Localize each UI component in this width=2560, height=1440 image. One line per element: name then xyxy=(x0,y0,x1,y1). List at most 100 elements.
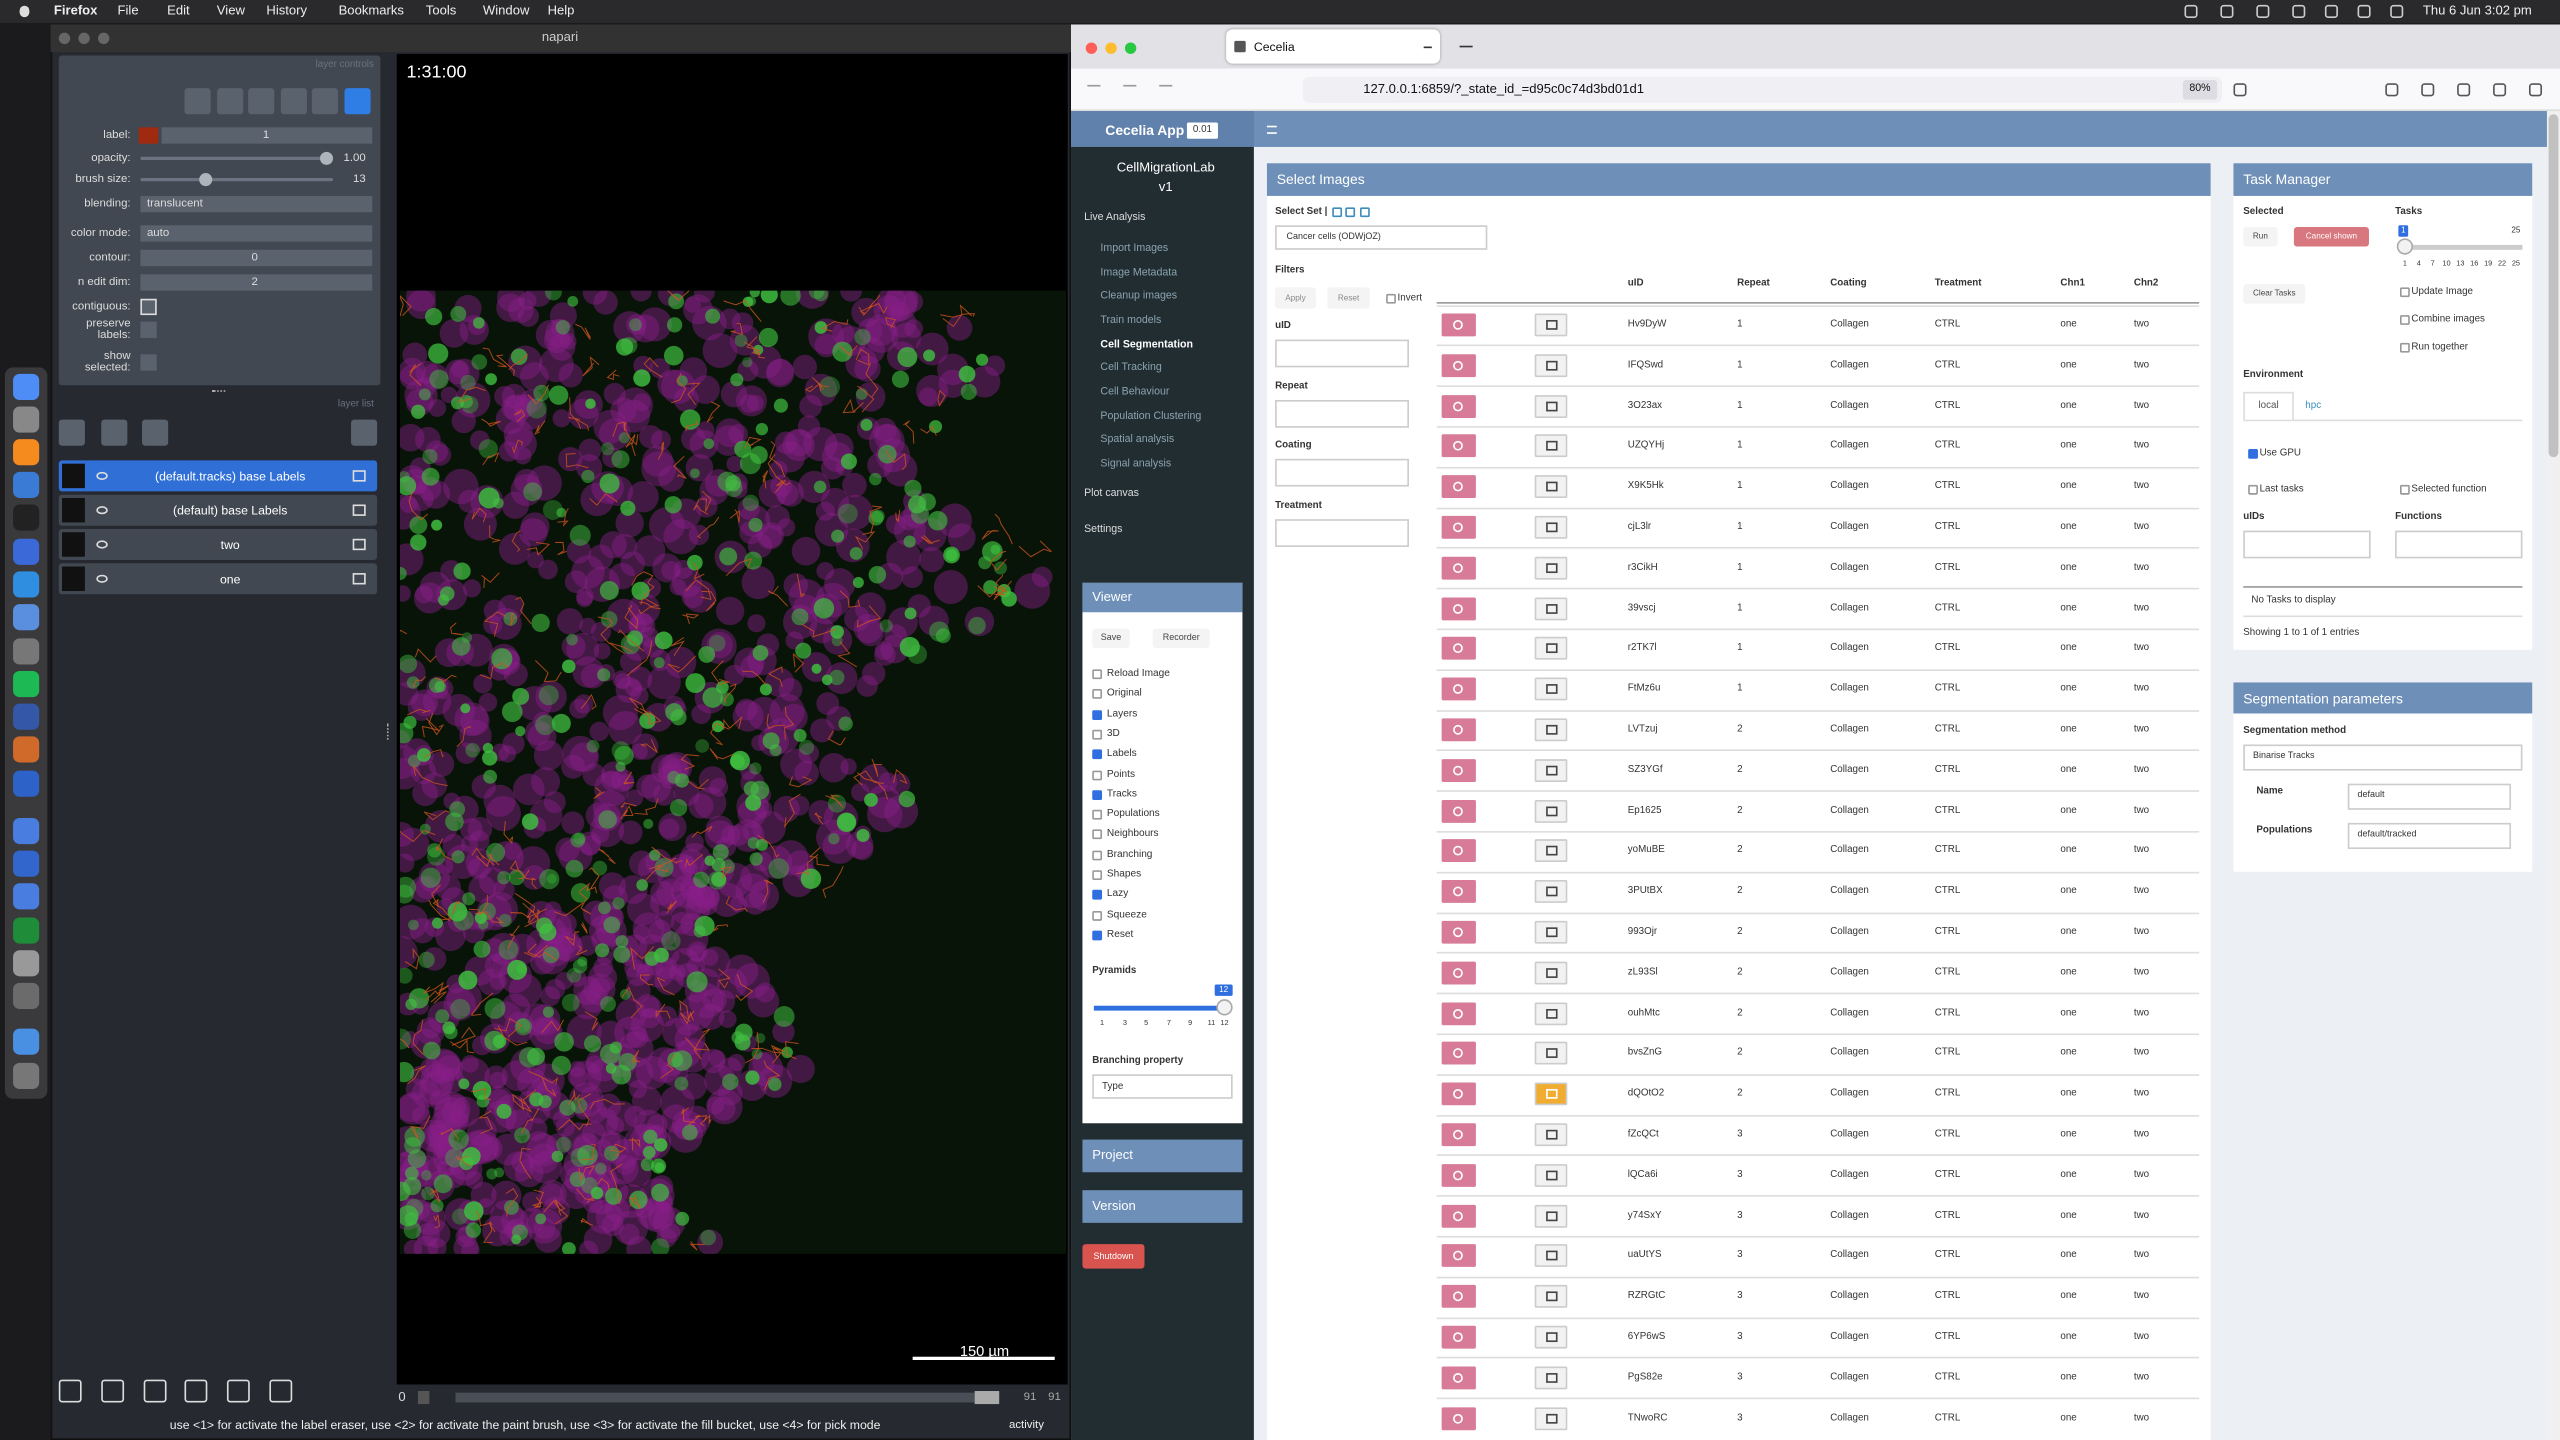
slider-handle[interactable] xyxy=(2396,238,2414,255)
tool-button[interactable] xyxy=(280,88,307,115)
dock-icon[interactable] xyxy=(13,471,40,498)
view-image-button[interactable] xyxy=(1534,758,1568,782)
dock-icon[interactable] xyxy=(13,638,40,665)
dock-icon[interactable] xyxy=(13,406,40,433)
dock-icon[interactable] xyxy=(13,917,40,944)
text-input[interactable] xyxy=(2395,530,2523,559)
layer-row[interactable] xyxy=(58,494,378,526)
checkbox[interactable] xyxy=(2399,484,2410,495)
nav-section[interactable]: Settings xyxy=(1084,523,1123,536)
view-image-button[interactable] xyxy=(1534,1406,1568,1430)
view-image-button[interactable] xyxy=(1534,839,1568,863)
viewer-button[interactable] xyxy=(269,1379,293,1403)
text-input[interactable] xyxy=(2347,822,2512,849)
window-button[interactable] xyxy=(97,31,109,44)
checkbox[interactable] xyxy=(1092,809,1103,820)
dock-icon[interactable] xyxy=(13,950,40,977)
button[interactable]: Cancel shown xyxy=(2293,226,2369,247)
checkbox[interactable] xyxy=(2399,342,2410,353)
view-image-button[interactable] xyxy=(1534,1366,1568,1390)
visibility-icon[interactable] xyxy=(96,540,108,549)
visibility-icon[interactable] xyxy=(96,471,108,480)
button[interactable]: Run xyxy=(2243,226,2278,247)
viewer-button[interactable] xyxy=(101,1379,125,1403)
viewer-button[interactable] xyxy=(58,1379,82,1403)
view-image-button[interactable] xyxy=(1534,353,1568,377)
slider-handle[interactable] xyxy=(1216,999,1233,1016)
layer-row[interactable] xyxy=(58,563,378,595)
visibility-icon[interactable] xyxy=(96,506,108,515)
text-input[interactable] xyxy=(2243,530,2371,559)
toolbar-icon[interactable] xyxy=(2233,83,2247,97)
dropdown[interactable] xyxy=(140,195,373,213)
checkbox[interactable] xyxy=(140,354,157,371)
window-button[interactable] xyxy=(1084,41,1097,54)
tool-button[interactable] xyxy=(184,88,211,115)
button[interactable]: Save xyxy=(1092,628,1130,649)
dock-icon[interactable] xyxy=(13,982,40,1009)
slider-handle[interactable] xyxy=(199,173,213,187)
view-image-button[interactable] xyxy=(1534,556,1568,580)
dock-icon[interactable] xyxy=(13,736,40,763)
dock-icon[interactable] xyxy=(13,671,40,698)
nav-item[interactable]: Cleanup images xyxy=(1100,290,1178,302)
dock-icon[interactable] xyxy=(13,604,40,631)
play-button[interactable] xyxy=(417,1391,430,1405)
checkbox[interactable] xyxy=(140,321,157,338)
visibility-icon[interactable] xyxy=(96,574,108,583)
nav-section[interactable]: Live Analysis xyxy=(1084,211,1146,224)
toolbar-icon[interactable] xyxy=(2457,83,2471,97)
toolbar-icon[interactable] xyxy=(2493,83,2507,97)
nav-item[interactable]: Cell Segmentation xyxy=(1100,339,1194,351)
dock-icon[interactable] xyxy=(13,770,40,797)
button[interactable]: Apply xyxy=(1275,287,1316,309)
button[interactable]: Clear Tasks xyxy=(2243,284,2306,304)
view-image-button[interactable] xyxy=(1534,1123,1568,1147)
checkbox[interactable] xyxy=(1092,749,1103,760)
dock-icon[interactable] xyxy=(13,504,40,531)
window-button[interactable] xyxy=(57,31,70,44)
dock-icon[interactable] xyxy=(13,538,40,565)
text-input[interactable] xyxy=(1275,458,1409,487)
checkbox[interactable] xyxy=(1092,789,1103,800)
column-header[interactable]: Repeat xyxy=(1737,279,1770,289)
window-button[interactable] xyxy=(77,31,89,44)
delete-layer[interactable] xyxy=(351,419,378,446)
checkbox[interactable] xyxy=(1092,850,1103,860)
url-bar[interactable] xyxy=(1302,76,2223,103)
tool-button[interactable] xyxy=(248,88,275,115)
shutdown-button[interactable]: Shutdown xyxy=(1082,1244,1145,1269)
view-image-button[interactable] xyxy=(1534,394,1568,418)
toolbar-icon[interactable] xyxy=(2528,83,2543,97)
menu-item[interactable]: View xyxy=(216,3,245,18)
menu-item[interactable]: File xyxy=(117,3,139,18)
view-image-button[interactable] xyxy=(1534,515,1568,539)
nav-item[interactable]: Spatial analysis xyxy=(1100,433,1175,446)
layer-tool[interactable] xyxy=(101,419,128,446)
spinbox[interactable] xyxy=(140,274,373,291)
text-input[interactable] xyxy=(1275,519,1409,547)
toolbar-icon[interactable] xyxy=(2421,83,2435,97)
button[interactable]: Recorder xyxy=(1152,628,1210,649)
select[interactable] xyxy=(1092,1074,1233,1099)
checkbox[interactable] xyxy=(1092,669,1103,680)
env-tab-label[interactable]: hpc xyxy=(2305,400,2322,411)
menu-item[interactable]: History xyxy=(266,3,308,18)
dock-icon[interactable] xyxy=(13,883,40,910)
text-input[interactable] xyxy=(1275,339,1409,368)
dock-icon[interactable] xyxy=(13,1062,40,1089)
column-header[interactable]: uID xyxy=(1627,279,1644,289)
tool-button[interactable] xyxy=(311,88,338,115)
tool-button[interactable] xyxy=(217,88,244,115)
checkbox[interactable] xyxy=(1092,910,1103,921)
nav-item[interactable]: Cell Tracking xyxy=(1100,362,1162,374)
view-image-button[interactable] xyxy=(1534,1285,1568,1309)
project-box[interactable] xyxy=(1082,1139,1243,1173)
dock-icon[interactable] xyxy=(13,703,40,730)
column-header[interactable]: Coating xyxy=(1830,279,1867,289)
checkbox[interactable] xyxy=(1092,689,1103,700)
checkbox[interactable] xyxy=(1386,293,1396,304)
activity-button[interactable]: activity xyxy=(1008,1419,1044,1432)
checkbox[interactable] xyxy=(2399,315,2410,325)
scrollbar-thumb[interactable] xyxy=(2548,114,2559,458)
